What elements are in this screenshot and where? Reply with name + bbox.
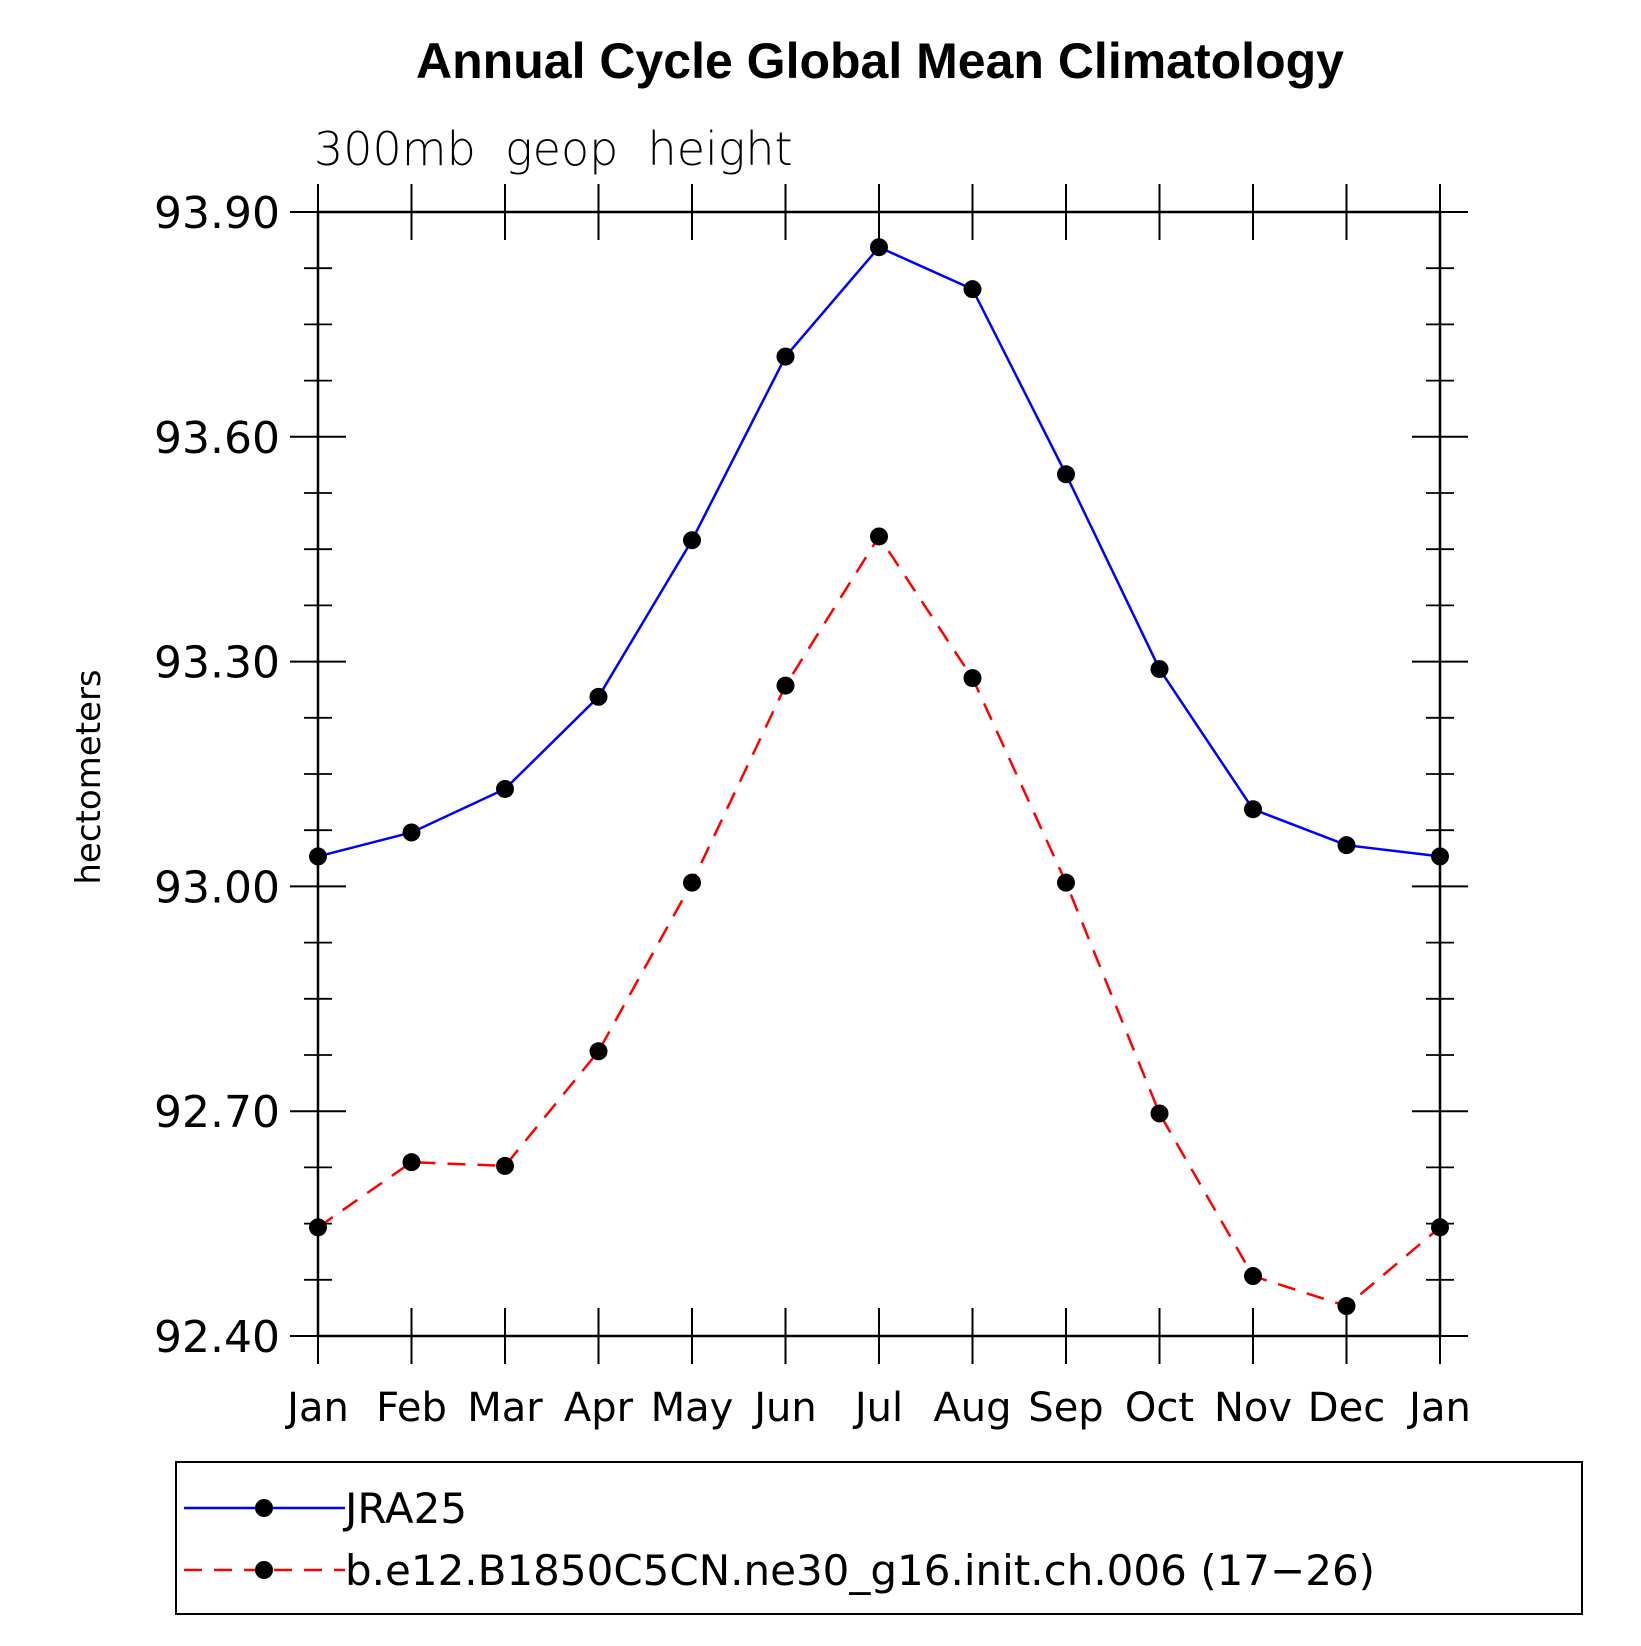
x-tick-label: Feb xyxy=(376,1385,447,1431)
y-tick-label: 93.00 xyxy=(154,862,280,913)
data-point-1 xyxy=(1244,1267,1262,1286)
data-point-1 xyxy=(1150,1104,1169,1123)
data-point-0 xyxy=(1431,847,1449,866)
x-tick-label: Oct xyxy=(1125,1385,1194,1431)
data-point-1 xyxy=(402,1153,421,1172)
plot-frame xyxy=(316,210,1442,1338)
plot-area: Jan Feb Mar Apr May Jun Jul Aug Sep Oct Nov Dec Jan9… xyxy=(154,184,1471,1431)
legend-box xyxy=(175,1461,1583,1615)
chart-subtitle: 300mb geop height xyxy=(314,122,793,176)
x-tick-label: Jul xyxy=(852,1385,903,1431)
data-point-0 xyxy=(1337,836,1356,855)
data-point-0 xyxy=(870,238,888,257)
x-tick-label: Sep xyxy=(1028,1385,1103,1431)
legend-marker-model xyxy=(255,1561,273,1579)
x-tick-label: May xyxy=(651,1385,734,1431)
data-point-1 xyxy=(1057,873,1075,892)
data-point-0 xyxy=(1244,800,1262,819)
y-tick-label: 92.70 xyxy=(154,1087,280,1138)
data-point-1 xyxy=(683,873,701,892)
x-tick-label: Jan xyxy=(1406,1385,1471,1431)
data-point-0 xyxy=(402,823,421,842)
legend: JRA25 b.e12.B1850C5CN.ne30_g16.init.ch.0… xyxy=(175,1461,1583,1615)
data-point-1 xyxy=(776,676,795,695)
data-point-0 xyxy=(309,847,327,866)
y-tick-label: 92.40 xyxy=(154,1312,280,1363)
data-point-1 xyxy=(309,1218,327,1237)
data-point-0 xyxy=(1057,465,1075,484)
data-point-1 xyxy=(963,669,982,688)
series-line-0 xyxy=(317,245,1441,858)
x-tick-label: Nov xyxy=(1214,1385,1292,1431)
legend-label-jra25: JRA25 xyxy=(342,1484,467,1533)
x-tick-label: Jun xyxy=(751,1385,817,1431)
x-tick-label: Dec xyxy=(1308,1385,1385,1431)
y-axis-label: hectometers xyxy=(69,669,109,884)
legend-marker-jra25 xyxy=(255,1499,273,1517)
x-tick-label: Apr xyxy=(564,1385,634,1431)
chart-title: Annual Cycle Global Mean Climatology xyxy=(416,33,1344,89)
data-point-0 xyxy=(776,347,795,366)
y-tick-label: 93.60 xyxy=(154,413,280,464)
x-tick-label: Mar xyxy=(467,1385,543,1431)
legend-label-model: b.e12.B1850C5CN.ne30_g16.init.ch.006 (17… xyxy=(345,1546,1375,1595)
x-tick-label: Aug xyxy=(933,1385,1011,1431)
data-point-0 xyxy=(589,687,608,706)
data-point-1 xyxy=(1337,1297,1356,1316)
data-point-0 xyxy=(963,280,982,299)
data-point-1 xyxy=(870,527,888,546)
data-point-1 xyxy=(496,1156,514,1175)
y-tick-label: 93.90 xyxy=(154,188,280,239)
x-tick-label: Jan xyxy=(284,1385,349,1431)
series-line-1 xyxy=(317,534,1441,1308)
y-tick-label: 93.30 xyxy=(154,638,280,689)
data-point-1 xyxy=(1431,1218,1449,1237)
data-point-0 xyxy=(496,779,514,798)
data-point-0 xyxy=(1150,660,1169,679)
data-point-1 xyxy=(589,1042,608,1061)
data-point-0 xyxy=(683,531,701,550)
